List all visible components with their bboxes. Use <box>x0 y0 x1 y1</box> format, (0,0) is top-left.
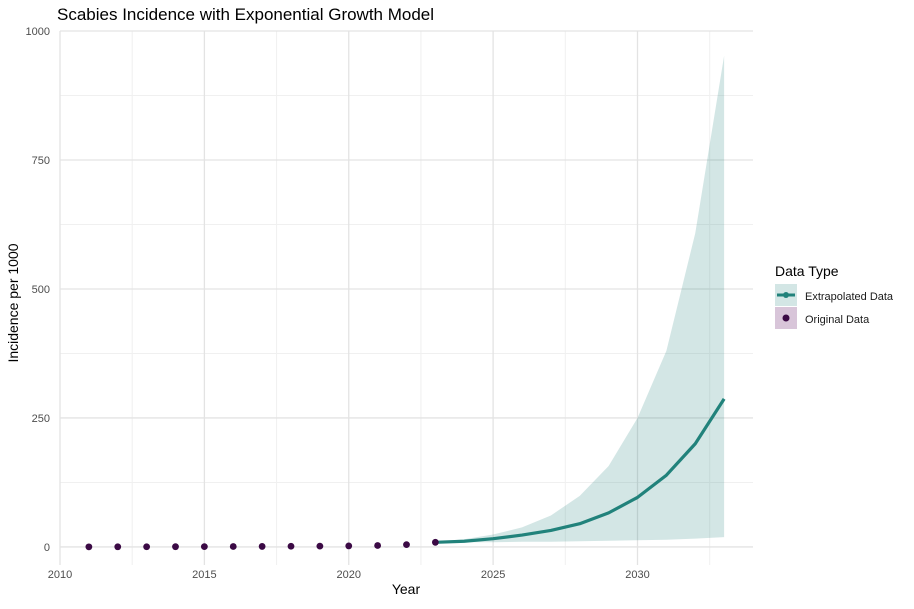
original-data-point <box>172 543 179 551</box>
y-axis-label: Incidence per 1000 <box>5 243 21 362</box>
x-tick-label: 2020 <box>337 569 361 581</box>
original-data-point <box>431 538 439 546</box>
line-layer <box>435 398 726 544</box>
x-tick-label: 2030 <box>625 569 649 581</box>
y-tick-label: 750 <box>32 155 50 167</box>
original-data-point <box>287 542 295 550</box>
original-data-point <box>143 543 151 551</box>
legend-key-original-dot <box>782 314 790 322</box>
legend-label-extrapolated: Extrapolated Data <box>805 291 894 303</box>
original-data-point <box>345 542 353 550</box>
y-tick-label: 0 <box>44 542 50 554</box>
x-tick-label: 2015 <box>192 569 216 581</box>
ribbon-layer <box>435 55 725 543</box>
original-data-point <box>316 542 324 550</box>
original-data-point <box>258 543 266 550</box>
legend-label-original: Original Data <box>805 314 870 326</box>
original-data-point <box>403 541 410 549</box>
x-tick-label: 2025 <box>481 569 505 581</box>
chart-title: Scabies Incidence with Exponential Growt… <box>57 5 434 24</box>
original-data-point <box>374 542 382 549</box>
x-tick-label: 2010 <box>48 569 72 581</box>
original-data-point <box>85 543 93 551</box>
x-axis-label: Year <box>392 581 421 597</box>
y-tick-label: 1000 <box>26 26 50 38</box>
legend-item-extrapolated: Extrapolated Data <box>775 284 894 306</box>
original-data-point <box>229 543 237 550</box>
extrapolated-line <box>435 398 726 544</box>
original-data-point <box>114 543 122 551</box>
grid-layer <box>59 30 753 565</box>
legend-item-original: Original Data <box>775 307 870 329</box>
legend-key-extrapolated-dot <box>783 292 789 298</box>
y-tick-label: 500 <box>32 284 50 296</box>
y-tick-label: 250 <box>32 413 50 425</box>
points-layer <box>85 538 439 551</box>
original-data-point <box>200 543 208 551</box>
legend-title: Data Type <box>775 263 839 279</box>
extrapolated-confidence-ribbon <box>435 55 725 543</box>
axis-layer: 2010 2015 2020 2025 2030 0 250 500 750 1000 <box>26 26 650 581</box>
legend: Data Type Extrapolated Data Original Dat… <box>775 263 894 329</box>
